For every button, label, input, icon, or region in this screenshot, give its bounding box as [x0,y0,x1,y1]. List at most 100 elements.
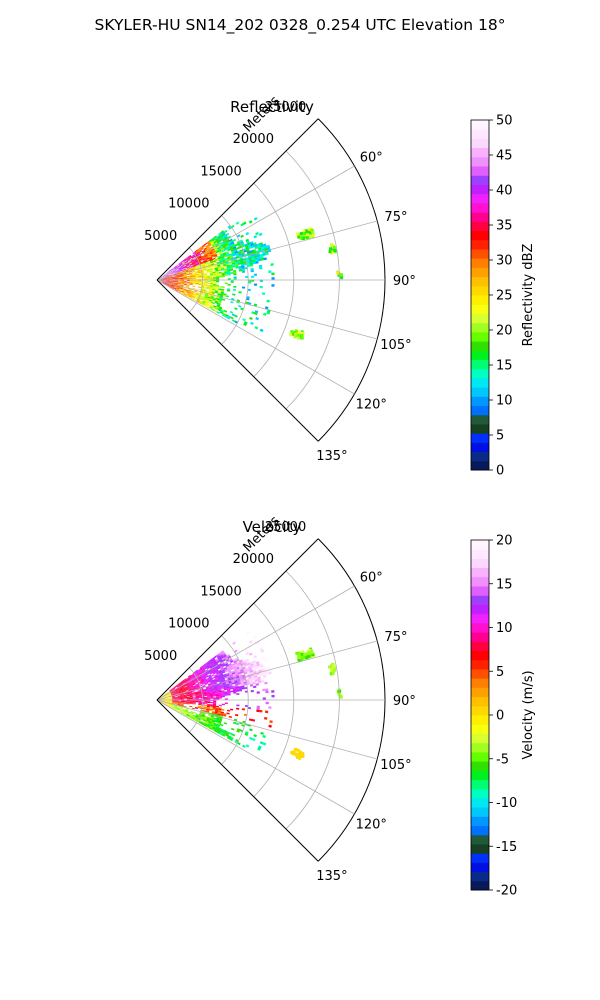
echo-cell [178,278,182,280]
echo-cell [183,703,187,705]
r-tick-label: 5000 [144,649,177,664]
echo-cell [216,697,220,699]
echo-cell [201,302,205,305]
echo-cell [193,292,197,294]
echo-cell [189,683,193,686]
echo-cell [193,258,197,261]
echo-cell [216,660,221,664]
echo-cell [233,721,237,725]
echo-cell [167,691,170,694]
echo-cell [227,692,231,695]
echo-cell [238,686,242,689]
echo-cell [265,672,269,676]
echo-cell [194,259,198,263]
echo-cell [177,685,181,688]
echo-cell [185,677,189,680]
echo-field [159,216,344,340]
echo-cell [160,280,164,281]
echo-cell [215,307,219,311]
echo-cell [192,278,196,280]
echo-cell [189,281,193,283]
echo-cell [248,220,253,224]
echo-cell [202,719,207,722]
colorbar-swatch [471,442,489,453]
echo-cell [230,247,234,251]
echo-cell [186,685,191,688]
echo-cell [206,679,211,683]
echo-cell [214,676,219,680]
echo-cell [212,239,217,243]
echo-cell [222,252,227,255]
echo-cell [165,274,169,277]
echo-cell [244,690,249,693]
echo-cell [206,259,211,263]
echo-cell [206,691,210,693]
echo-cell [198,276,202,278]
echo-cell [260,257,265,261]
theta-tick-label: 135° [316,449,347,464]
echo-cell [214,255,218,258]
echo-cell [192,294,196,297]
colorbar-swatch [471,807,489,817]
echo-cell [170,692,174,694]
echo-cell [217,713,221,716]
echo-cell [166,282,170,284]
echo-cell [228,244,233,248]
r-tick-label: 10000 [168,197,209,212]
echo-cell [209,258,213,262]
echo-cell [294,334,298,338]
echo-cell [178,268,182,271]
echo-cell [212,275,217,277]
echo-cell [186,257,190,261]
echo-cell [162,276,166,278]
echo-cell [178,278,182,280]
echo-cell [216,261,220,264]
echo-cell [186,294,190,297]
echo-cell [218,300,222,303]
echo-cell [209,286,213,288]
echo-cell [183,258,187,261]
echo-cell [179,287,183,289]
echo-cell [253,734,257,738]
echo-cell [251,677,256,681]
echo-cell [246,680,250,684]
echo-cell [249,262,253,265]
echo-cell [214,684,218,687]
echo-cell [229,674,234,678]
echo-cell [180,265,184,268]
echo-cell [203,724,208,727]
echo-cell [226,247,231,250]
echo-cell [179,269,183,271]
echo-cell [162,275,166,278]
echo-cell [178,266,182,269]
echo-cell [181,267,185,269]
echo-cell [190,266,194,268]
echo-cell [169,696,173,698]
echo-cell [204,254,208,258]
echo-cell [186,695,190,697]
echo-cell [243,679,247,683]
echo-cell [163,698,167,700]
echo-cell [211,248,215,252]
echo-cell [227,235,232,239]
echo-cell [220,674,224,678]
echo-cell [227,241,231,245]
echo-cell [173,707,177,710]
echo-cell [263,257,267,261]
echo-cell [188,681,192,684]
echo-cell [176,708,180,711]
echo-cell [271,694,275,698]
echo-cell [205,249,209,252]
azimuth-line [156,699,355,815]
echo-cell [233,271,237,274]
echo-cell [224,271,228,274]
echo-cell [215,693,219,696]
echo-cell [177,696,182,697]
echo-cell [177,274,181,276]
echo-cell [174,267,178,270]
echo-cell [195,692,199,694]
echo-cell [197,271,202,274]
echo-cell [184,266,188,269]
echo-cell [258,232,263,237]
echo-cell [186,678,190,681]
